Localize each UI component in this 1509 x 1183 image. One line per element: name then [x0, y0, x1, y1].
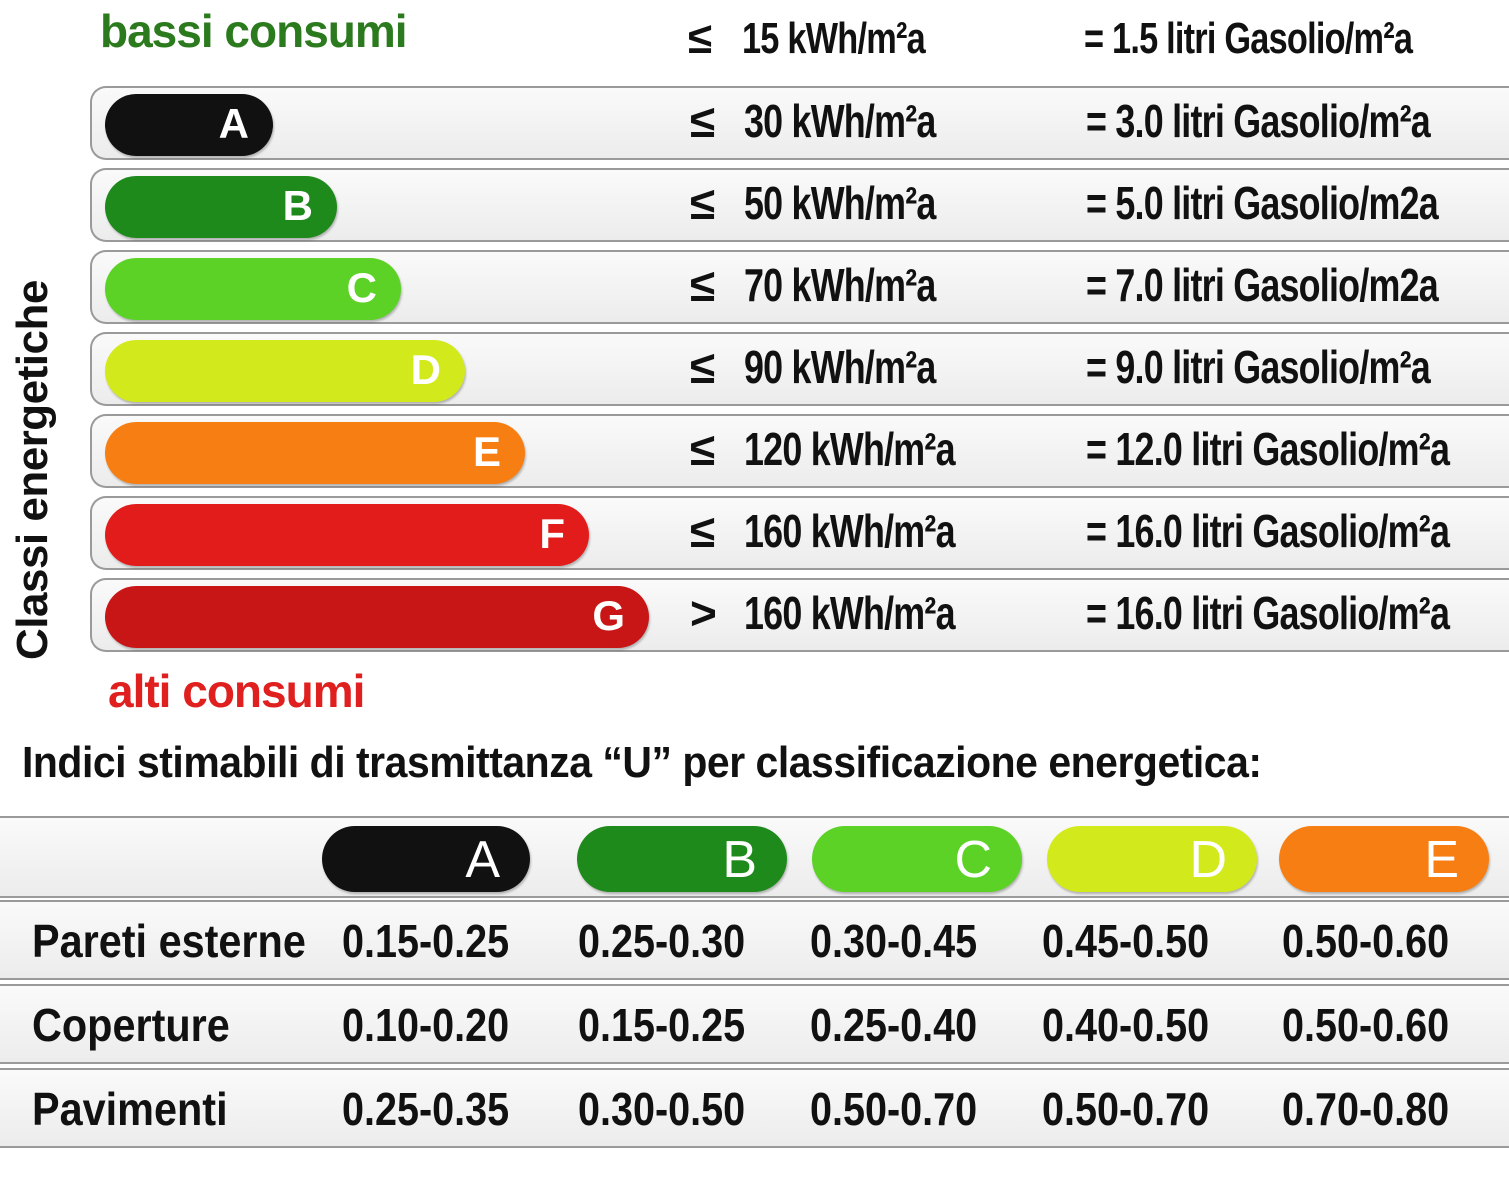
energy-row-d: D ≤90 kWh/m²a = 9.0 litri Gasolio/m²a — [90, 332, 1509, 406]
u-column-letter: E — [1424, 831, 1459, 889]
energy-bar-letter: F — [539, 510, 565, 557]
energy-kwh-label: 160 kWh/m²a — [744, 587, 956, 639]
u-table-row — [0, 1068, 1509, 1148]
u-table-cell: 0.50-0.70 — [810, 1083, 978, 1135]
energy-row-a: A ≤30 kWh/m²a = 3.0 litri Gasolio/m²a — [90, 86, 1509, 160]
energy-row-b: B ≤50 kWh/m²a = 5.0 litri Gasolio/m2a — [90, 168, 1509, 242]
energy-row-e: E ≤120 kWh/m²a = 12.0 litri Gasolio/m²a — [90, 414, 1509, 488]
u-column-badge-e: E — [1279, 826, 1489, 892]
header-operator: ≤ — [688, 14, 712, 63]
u-column-badge-c: C — [812, 826, 1022, 892]
u-table-cell: 0.25-0.30 — [578, 915, 746, 967]
energy-bar-e: E — [105, 422, 525, 484]
energy-operator: ≤ — [690, 177, 716, 229]
energy-row-f: F ≤160 kWh/m²a = 16.0 litri Gasolio/m²a — [90, 496, 1509, 570]
energy-litri-label: = 9.0 litri Gasolio/m²a — [1086, 341, 1431, 393]
energy-bar-letter: G — [592, 592, 625, 639]
u-table-cell: 0.70-0.80 — [1282, 1083, 1450, 1135]
u-column-letter: C — [954, 831, 992, 889]
energy-bar-g: G — [105, 586, 649, 648]
energy-litri-label: = 5.0 litri Gasolio/m2a — [1086, 177, 1439, 229]
energy-row-g: G >160 kWh/m²a = 16.0 litri Gasolio/m²a — [90, 578, 1509, 652]
axis-label-classi-energetiche: Classi energetiche — [8, 280, 57, 660]
u-column-badge-d: D — [1047, 826, 1257, 892]
u-table-cell: 0.10-0.20 — [342, 999, 510, 1051]
energy-bar-b: B — [105, 176, 337, 238]
energy-operator: ≤ — [690, 423, 716, 475]
u-table-cell: 0.50-0.70 — [1042, 1083, 1210, 1135]
energy-litri-label: = 3.0 litri Gasolio/m²a — [1086, 95, 1431, 147]
energy-kwh-label: 70 kWh/m²a — [744, 259, 936, 311]
u-table-cell: 0.30-0.45 — [810, 915, 978, 967]
energy-operator: > — [690, 587, 717, 639]
energy-row-c: C ≤70 kWh/m²a = 7.0 litri Gasolio/m2a — [90, 250, 1509, 324]
header-kwh: 15 kWh/m²a — [742, 14, 926, 63]
u-table-cell: 0.15-0.25 — [578, 999, 746, 1051]
energy-bar-c: C — [105, 258, 401, 320]
energy-litri-label: = 12.0 litri Gasolio/m²a — [1086, 423, 1450, 475]
u-table-cell: 0.50-0.60 — [1282, 915, 1450, 967]
energy-operator: ≤ — [690, 505, 716, 557]
energy-litri-label: = 7.0 litri Gasolio/m2a — [1086, 259, 1439, 311]
u-table-row — [0, 900, 1509, 980]
u-table-cell: 0.25-0.40 — [810, 999, 978, 1051]
energy-kwh-label: 30 kWh/m²a — [744, 95, 936, 147]
energy-bar-f: F — [105, 504, 589, 566]
energy-bar-letter: A — [218, 100, 249, 147]
energy-bar-letter: E — [472, 428, 501, 475]
energy-bar-a: A — [105, 94, 273, 156]
u-column-badge-a: A — [322, 826, 530, 892]
energy-litri-label: = 16.0 litri Gasolio/m²a — [1086, 587, 1450, 639]
u-table-cell: 0.40-0.50 — [1042, 999, 1210, 1051]
u-column-badge-b: B — [577, 826, 787, 892]
u-row-label: Pavimenti — [32, 1083, 228, 1135]
energy-kwh-label: 120 kWh/m²a — [744, 423, 956, 475]
energy-bar-letter: B — [282, 182, 313, 229]
u-table-cell: 0.30-0.50 — [578, 1083, 746, 1135]
energy-kwh-label: 50 kWh/m²a — [744, 177, 936, 229]
u-column-letter: A — [465, 831, 500, 889]
header-litri: = 1.5 litri Gasolio/m²a — [1084, 14, 1413, 63]
u-table-row — [0, 984, 1509, 1064]
u-column-letter: D — [1189, 831, 1227, 889]
energy-bar-letter: D — [410, 346, 441, 393]
label-alti-consumi: alti consumi — [108, 665, 365, 717]
energy-operator: ≤ — [690, 259, 716, 311]
u-column-letter: B — [722, 831, 757, 889]
energy-bar-letter: C — [346, 264, 377, 311]
energy-kwh-label: 160 kWh/m²a — [744, 505, 956, 557]
u-table-title: Indici stimabili di trasmittanza “U” per… — [22, 738, 1262, 787]
energy-litri-label: = 16.0 litri Gasolio/m²a — [1086, 505, 1450, 557]
u-row-label: Pareti esterne — [32, 915, 306, 967]
energy-bar-d: D — [105, 340, 465, 402]
energy-operator: ≤ — [690, 341, 716, 393]
energy-operator: ≤ — [690, 95, 716, 147]
u-table-cell: 0.50-0.60 — [1282, 999, 1450, 1051]
u-table-cell: 0.25-0.35 — [342, 1083, 510, 1135]
u-table-cell: 0.15-0.25 — [342, 915, 510, 967]
u-table-cell: 0.45-0.50 — [1042, 915, 1210, 967]
energy-kwh-label: 90 kWh/m²a — [744, 341, 936, 393]
u-row-label: Coperture — [32, 999, 230, 1051]
label-bassi-consumi: bassi consumi — [100, 5, 408, 57]
